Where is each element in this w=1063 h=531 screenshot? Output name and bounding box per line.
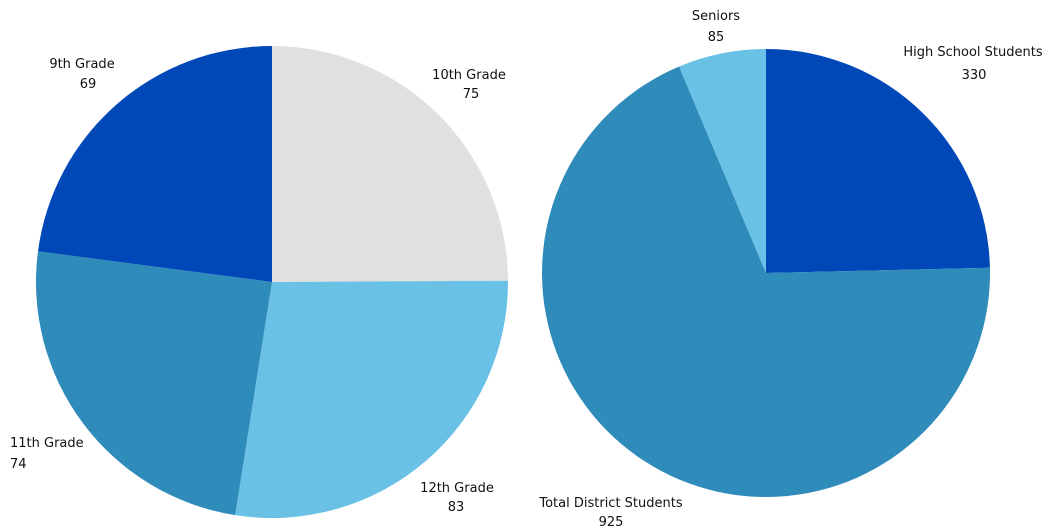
pie-slice-10th-grade (272, 46, 508, 282)
slice-label-12th-grade: 12th Grade (420, 481, 494, 496)
pie-slice-9th-grade (38, 46, 273, 282)
slice-value-high-school-students: 330 (962, 68, 987, 83)
slice-label-11th-grade: 11th Grade (10, 436, 84, 451)
slice-value-10th-grade: 75 (463, 87, 480, 102)
slice-value-9th-grade: 69 (80, 77, 97, 92)
district-comparison-pie: High School Students 330 Total District … (538, 9, 1042, 530)
grade-breakdown-pie: 10th Grade 75 12th Grade 83 11th Grade 7… (10, 46, 509, 518)
pie-slice-12th-grade (235, 280, 509, 518)
slice-value-12th-grade: 83 (448, 500, 465, 515)
slice-label-total-district-students: Total District Students (538, 496, 682, 511)
slice-label-seniors: Seniors (692, 9, 740, 24)
pie-slice-high-school-students (766, 49, 990, 273)
pie-slice-11th-grade (36, 251, 273, 516)
slice-label-high-school-students: High School Students (903, 45, 1042, 60)
slice-label-9th-grade: 9th Grade (49, 57, 114, 72)
slice-value-seniors: 85 (708, 30, 725, 45)
slice-label-10th-grade: 10th Grade (432, 68, 506, 83)
pie-slice-total-district-students (542, 66, 991, 498)
slice-value-11th-grade: 74 (10, 457, 27, 472)
pie-slice-seniors (679, 49, 766, 273)
slice-value-total-district-students: 925 (599, 515, 624, 530)
